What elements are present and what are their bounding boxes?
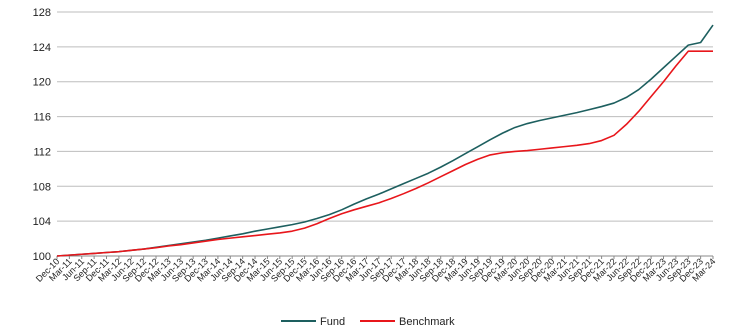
gridlines	[57, 11, 713, 222]
x-axis: Dec-10Mar-11Jun-11Sep-11Dec-11Mar-12Jun-…	[34, 256, 717, 284]
legend-label-fund: Fund	[320, 316, 345, 328]
y-tick-label: 104	[33, 216, 51, 228]
y-tick-label: 112	[33, 146, 51, 158]
y-tick-label: 124	[33, 42, 51, 54]
legend: Fund Benchmark	[281, 316, 455, 328]
y-tick-label: 120	[33, 77, 51, 89]
series-lines	[56, 24, 714, 257]
legend-label-benchmark: Benchmark	[399, 316, 455, 328]
y-tick-label: 108	[33, 181, 51, 193]
y-tick-label: 116	[33, 112, 51, 124]
y-axis: 100 104 108 112 116 120 124 128	[33, 7, 51, 263]
y-tick-label: 128	[33, 7, 51, 19]
series-line-benchmark	[56, 50, 713, 257]
y-tick-label: 100	[33, 251, 51, 263]
